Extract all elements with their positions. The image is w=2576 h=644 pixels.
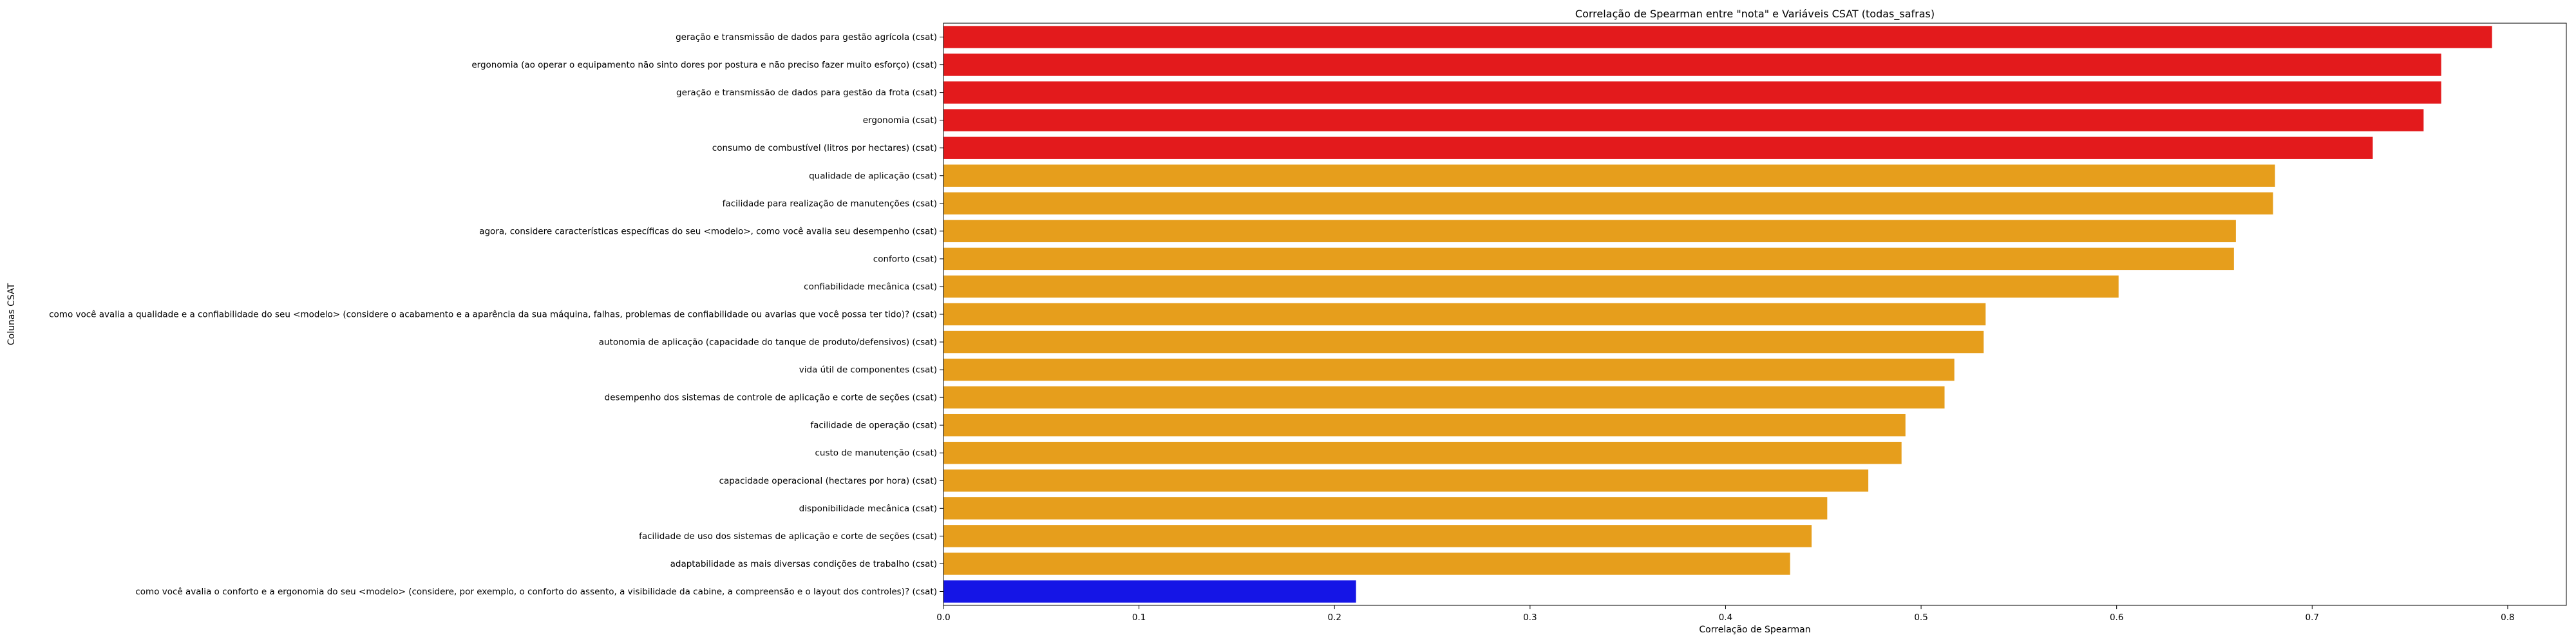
bar-7	[943, 192, 2273, 215]
y-tick-label: ergonomia (ao operar o equipamento não s…	[471, 60, 937, 70]
x-tick-label: 0.2	[1327, 612, 1341, 623]
bar-1	[943, 26, 2492, 48]
y-tick-label: agora, considere características específ…	[479, 226, 937, 236]
bar-11	[943, 303, 1986, 326]
x-tick-label: 0.1	[1132, 612, 1146, 623]
bar-20	[943, 553, 1790, 575]
bar-8	[943, 220, 2236, 243]
x-tick-label: 0.5	[1914, 612, 1927, 623]
bar-13	[943, 358, 1955, 381]
y-tick-label: disponibilidade mecânica (csat)	[799, 504, 937, 514]
bar-5	[943, 137, 2373, 159]
x-tick-label: 0.3	[1523, 612, 1537, 623]
bar-10	[943, 275, 2119, 298]
x-axis-label: Correlação de Spearman	[1699, 625, 1810, 635]
bar-9	[943, 247, 2234, 270]
y-tick-label: conforto (csat)	[873, 254, 937, 264]
y-tick-label: adaptabilidade as mais diversas condiçõe…	[670, 559, 937, 569]
y-tick-label: autonomia de aplicação (capacidade do ta…	[599, 337, 937, 348]
bar-6	[943, 164, 2275, 187]
plot-frame	[943, 23, 2567, 606]
y-tick-label: qualidade de aplicação (csat)	[809, 171, 937, 181]
bars-layer	[943, 26, 2492, 603]
y-tick-label: facilidade para realização de manutençõe…	[723, 198, 937, 209]
bar-18	[943, 497, 1828, 520]
y-tick-label: como você avalia a qualidade e a confiab…	[49, 310, 937, 320]
x-ticks-layer: 0.0 0.1 0.2 0.3 0.4 0.5 0.6 0.7 0.8	[936, 605, 2515, 623]
bar-3	[943, 81, 2441, 104]
bar-15	[943, 413, 1906, 437]
y-tick-label: vida útil de componentes (csat)	[799, 365, 937, 375]
chart-title: Correlação de Spearman entre "nota" e Va…	[1575, 8, 1935, 21]
y-tick-label: ergonomia (csat)	[863, 115, 937, 126]
bar-16	[943, 442, 1902, 464]
bar-17	[943, 469, 1869, 492]
x-tick-label: 0.8	[2501, 612, 2514, 623]
y-tick-label: desempenho dos sistemas de controle de a…	[605, 393, 937, 403]
y-tick-label: capacidade operacional (hectares por hor…	[719, 476, 937, 486]
y-tick-label: confiabilidade mecânica (csat)	[804, 281, 937, 292]
bar-12	[943, 330, 1984, 354]
bar-4	[943, 109, 2424, 131]
x-tick-label: 0.0	[936, 612, 950, 623]
y-tick-label: geração e transmissão de dados para gest…	[676, 88, 937, 98]
y-axis-label: Colunas CSAT	[6, 283, 17, 345]
y-tick-label: facilidade de operação (csat)	[810, 421, 937, 431]
y-tick-label: como você avalia o conforto e a ergonomi…	[135, 587, 937, 597]
y-tick-label: custo de manutenção (csat)	[815, 448, 937, 459]
x-tick-label: 0.4	[1719, 612, 1732, 623]
y-tick-label: facilidade de uso dos sistemas de aplica…	[639, 531, 937, 542]
x-tick-label: 0.7	[2306, 612, 2319, 623]
bar-14	[943, 386, 1945, 409]
x-tick-label: 0.6	[2110, 612, 2123, 623]
category-labels-layer: geração e transmissão de dados para gest…	[49, 32, 943, 597]
bar-19	[943, 525, 1812, 547]
y-tick-label: geração e transmissão de dados para gest…	[676, 32, 937, 43]
bar-2	[943, 53, 2441, 76]
y-tick-label: consumo de combustível (litros por hecta…	[712, 143, 937, 153]
bar-21	[943, 580, 1356, 603]
